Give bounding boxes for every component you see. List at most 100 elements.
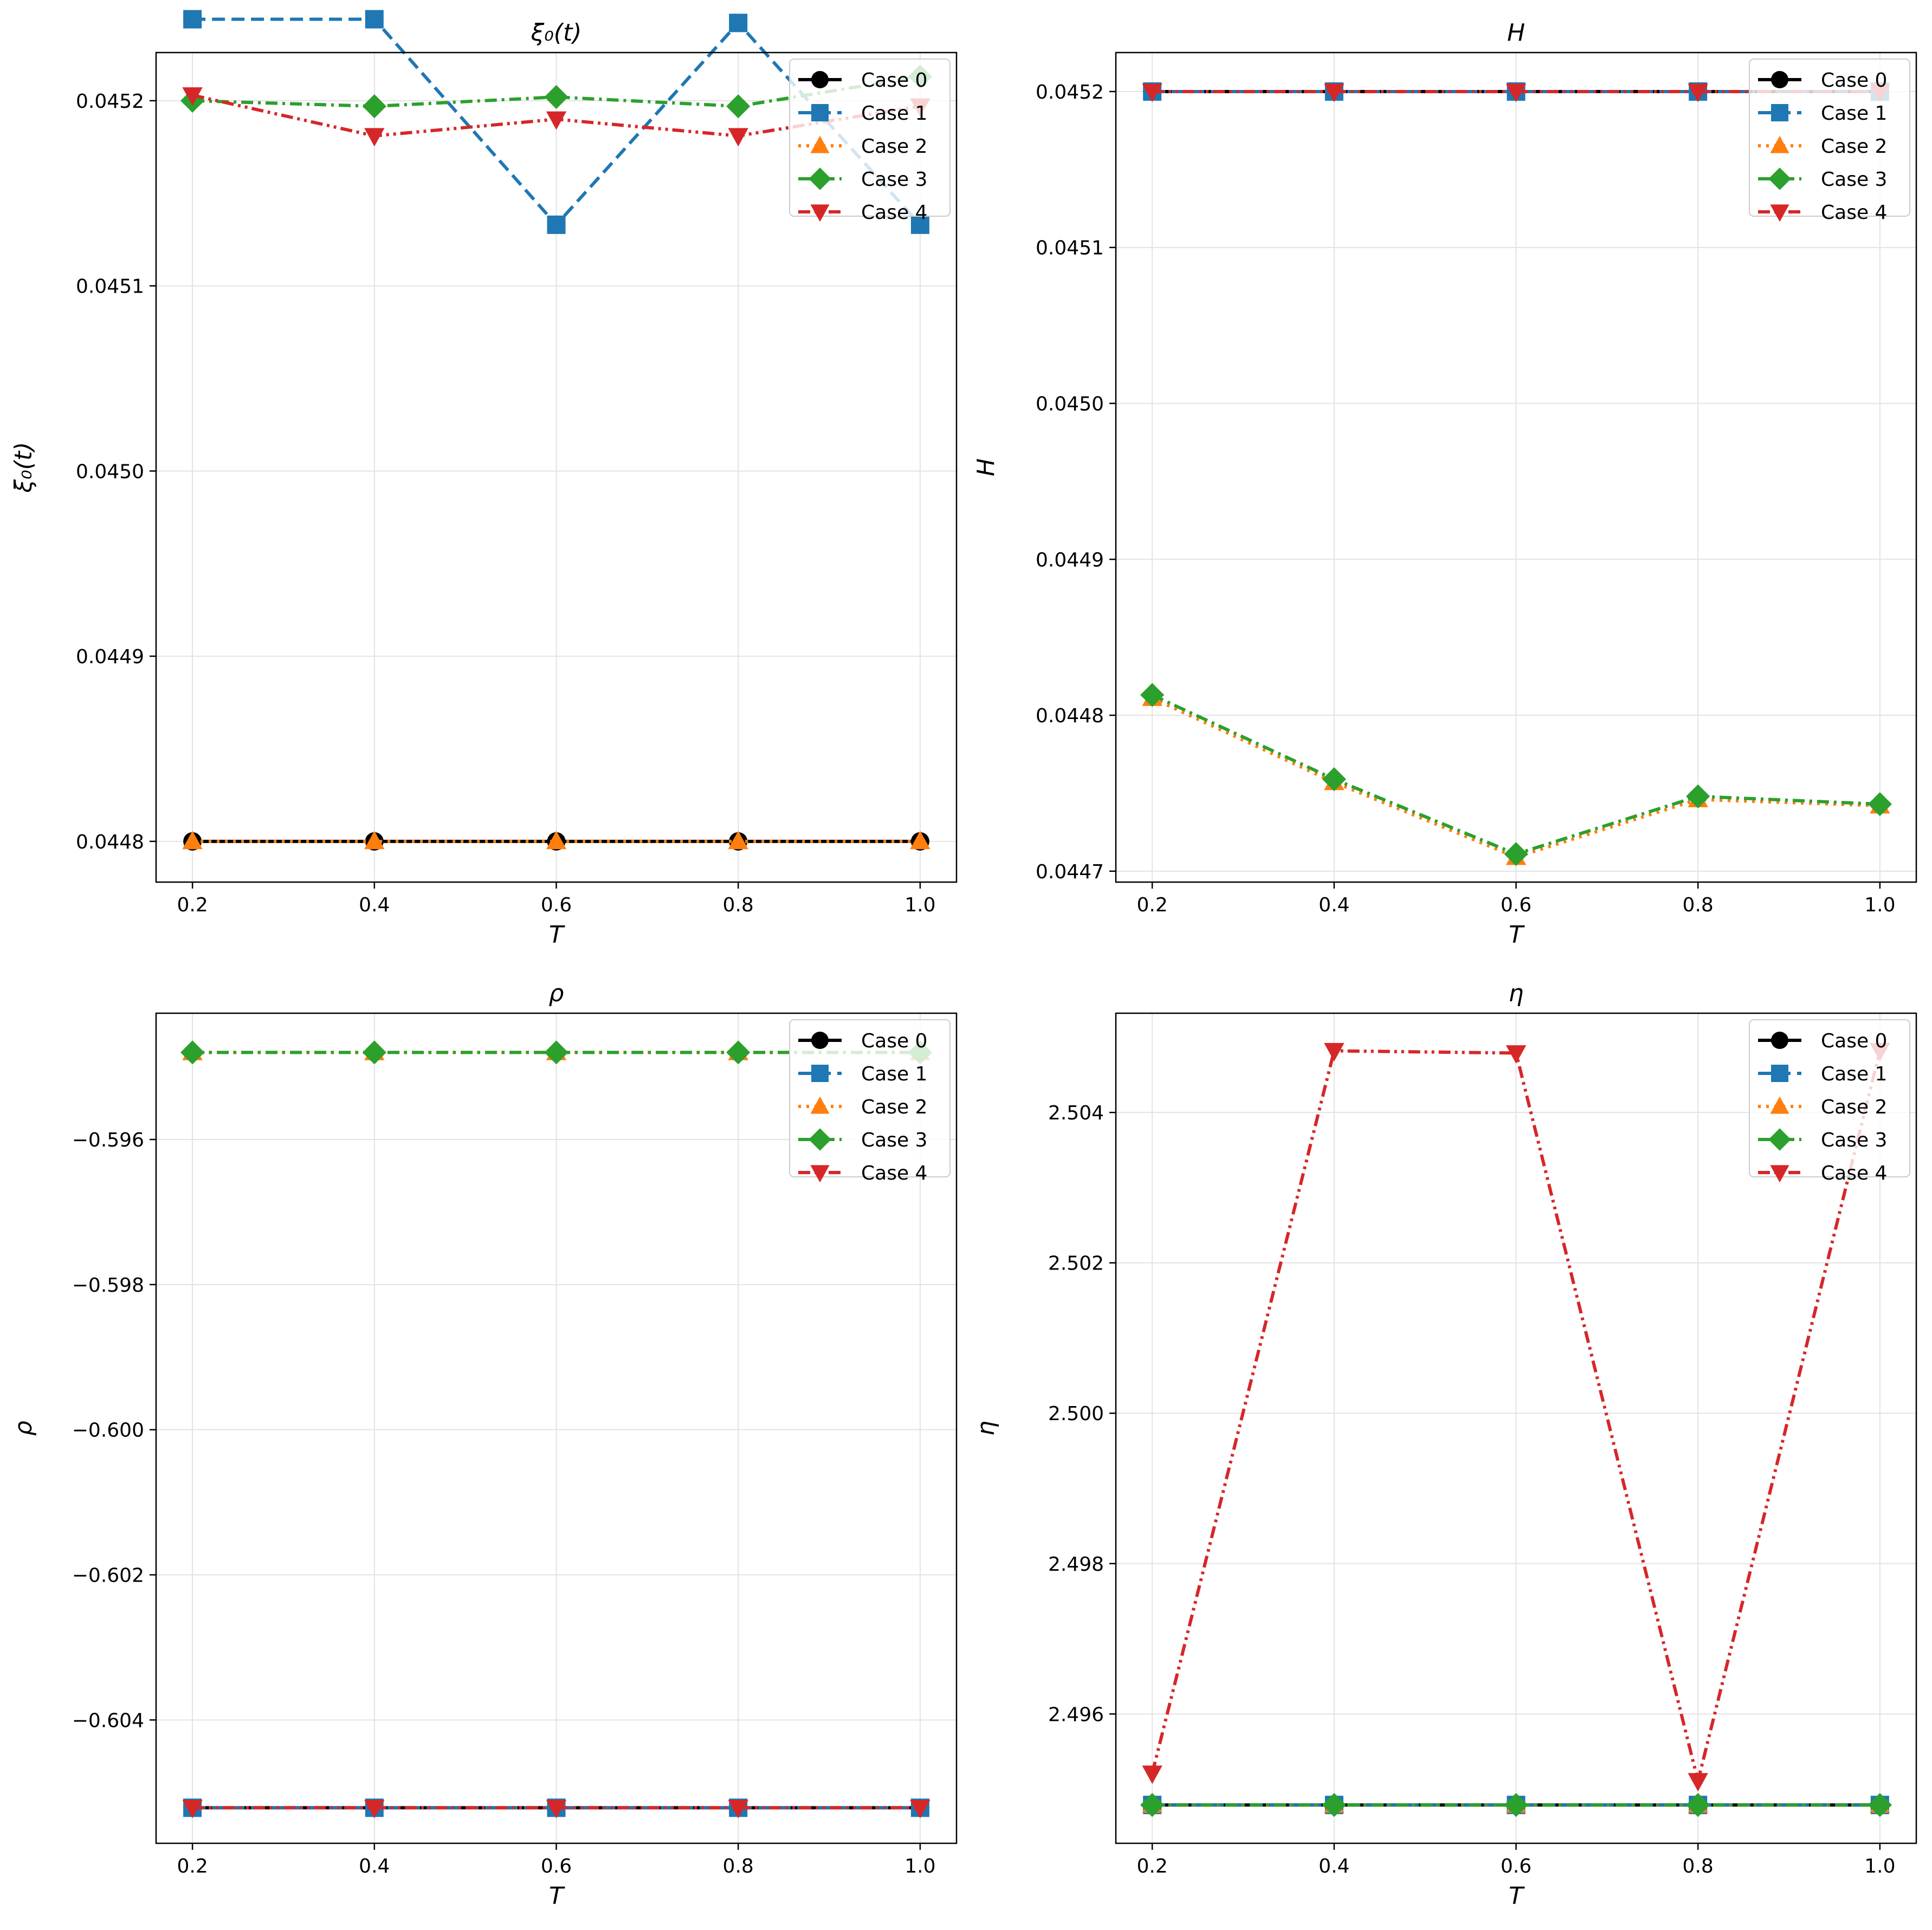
legend-label: Case 1 — [1821, 1063, 1887, 1085]
legend-label: Case 2 — [1821, 1096, 1887, 1118]
x-tick-label: 1.0 — [1864, 894, 1895, 916]
legend-label: Case 2 — [861, 1096, 927, 1118]
y-tick-label: 2.496 — [1048, 1704, 1104, 1726]
y-tick-label: −0.600 — [72, 1420, 144, 1442]
chart-title: ξ₀(t) — [531, 19, 582, 47]
y-tick-label: 0.0452 — [1036, 81, 1104, 103]
legend-marker — [810, 204, 830, 222]
legend-entry: Case 2 — [798, 135, 927, 158]
data-point — [546, 1799, 567, 1818]
legend-marker — [1770, 204, 1789, 222]
y-tick-label: 2.498 — [1048, 1553, 1104, 1576]
data-point — [1868, 792, 1892, 817]
x-axis-label: T — [1509, 921, 1525, 949]
chart-rho: 0.2 0.4 0.6 0.8 1.0 −0.604 −0.602 −0.600 −0.598 −… — [10, 980, 958, 1910]
legend-marker — [811, 1065, 829, 1082]
x-tick-label: 0.8 — [1683, 894, 1714, 916]
data-point — [182, 831, 203, 850]
legend-label: Case 3 — [861, 169, 927, 191]
legend-box — [1749, 59, 1910, 217]
x-tick-label: 1.0 — [904, 894, 935, 916]
y-tick-label: 0.0450 — [1036, 393, 1104, 416]
legend-marker — [811, 104, 829, 121]
data-point — [726, 1040, 751, 1065]
legend-label: Case 4 — [1821, 1162, 1887, 1184]
x-tick-label: 0.4 — [359, 1855, 390, 1877]
y-tick-label: −0.604 — [72, 1709, 144, 1732]
x-axis-label: T — [549, 921, 565, 949]
x-tick-label: 0.4 — [1319, 1855, 1349, 1877]
x-tick-label: 0.2 — [1137, 1855, 1168, 1877]
data-point — [544, 85, 568, 109]
data-point — [547, 215, 566, 234]
legend-marker — [1768, 167, 1791, 190]
legend-entry: Case 1 — [798, 102, 927, 125]
legend-label: Case 1 — [1821, 102, 1887, 125]
y-axis-label: ρ — [10, 1421, 37, 1436]
x-tick-label: 1.0 — [1864, 1855, 1895, 1877]
chart-xi: 0.2 0.4 0.6 0.8 1.0 0.0448 0.0449 0.0450 0.0451 0… — [10, 10, 958, 949]
y-tick-label: −0.598 — [72, 1274, 144, 1297]
legend-label: Case 0 — [1821, 1030, 1887, 1052]
legend-entry: Case 3 — [1758, 1128, 1887, 1151]
data-point — [183, 10, 202, 29]
legend-entry: Case 1 — [1758, 1063, 1887, 1085]
x-tick-label: 0.6 — [1501, 894, 1532, 916]
legend-entry: Case 3 — [1758, 167, 1887, 191]
series-case-3 — [1140, 1793, 1892, 1817]
y-tick-label: 0.0448 — [76, 831, 144, 853]
legend-label: Case 1 — [861, 102, 927, 125]
y-tick-label: −0.596 — [72, 1129, 144, 1151]
data-point — [364, 128, 385, 147]
legend-entry: Case 4 — [1758, 1162, 1887, 1184]
data-point — [728, 128, 748, 147]
data-point — [365, 10, 384, 29]
y-tick-label: −0.602 — [72, 1565, 144, 1587]
x-tick-label: 0.2 — [177, 1855, 208, 1877]
data-point — [1688, 1773, 1708, 1792]
x-tick-label: 0.4 — [359, 894, 390, 916]
legend-marker — [810, 1165, 830, 1183]
y-tick-label: 0.0451 — [76, 276, 144, 298]
legend-marker — [1771, 1032, 1788, 1049]
data-point — [1688, 83, 1708, 102]
legend-label: Case 3 — [861, 1129, 927, 1151]
y-tick-label: 2.500 — [1048, 1403, 1104, 1425]
y-tick-label: 0.0451 — [1036, 237, 1104, 260]
y-axis-label: ξ₀(t) — [10, 442, 37, 494]
legend-marker — [1771, 71, 1788, 88]
legend-entry: Case 0 — [798, 69, 927, 92]
legend-label: Case 4 — [861, 202, 927, 224]
data-point — [910, 1799, 931, 1818]
series-case-4 — [182, 1799, 931, 1818]
data-point — [1142, 1765, 1162, 1784]
y-tick-label: 0.0452 — [76, 90, 144, 113]
legend-marker — [1768, 1128, 1791, 1151]
legend-marker — [810, 1096, 830, 1114]
legend: Case 0 Case 1 Case 2 Case 3 Case 4 — [789, 59, 951, 224]
x-tick-label: 0.6 — [1501, 1855, 1532, 1877]
x-tick-label: 0.8 — [723, 1855, 754, 1877]
data-point — [1142, 83, 1162, 102]
y-tick-label: 0.0449 — [1036, 549, 1104, 571]
chart-title: H — [1507, 19, 1525, 47]
chart-title: ρ — [549, 980, 564, 1007]
data-point — [1505, 83, 1527, 102]
legend-label: Case 3 — [1821, 1129, 1887, 1151]
legend-label: Case 4 — [861, 1162, 927, 1184]
legend-label: Case 0 — [861, 1030, 927, 1052]
legend-label: Case 2 — [861, 135, 927, 158]
series-case-3 — [1140, 683, 1892, 866]
legend-entry: Case 0 — [1758, 69, 1887, 92]
y-tick-label: 2.504 — [1048, 1102, 1104, 1124]
legend-entry: Case 0 — [1758, 1030, 1887, 1052]
legend-entry: Case 3 — [798, 1128, 927, 1151]
chart-title: η — [1509, 980, 1524, 1007]
legend-label: Case 3 — [1821, 169, 1887, 191]
legend-label: Case 4 — [1821, 202, 1887, 224]
data-point — [1322, 767, 1346, 792]
y-tick-label: 0.0448 — [1036, 705, 1104, 727]
legend-box — [789, 1019, 951, 1177]
x-tick-label: 1.0 — [904, 1855, 935, 1877]
